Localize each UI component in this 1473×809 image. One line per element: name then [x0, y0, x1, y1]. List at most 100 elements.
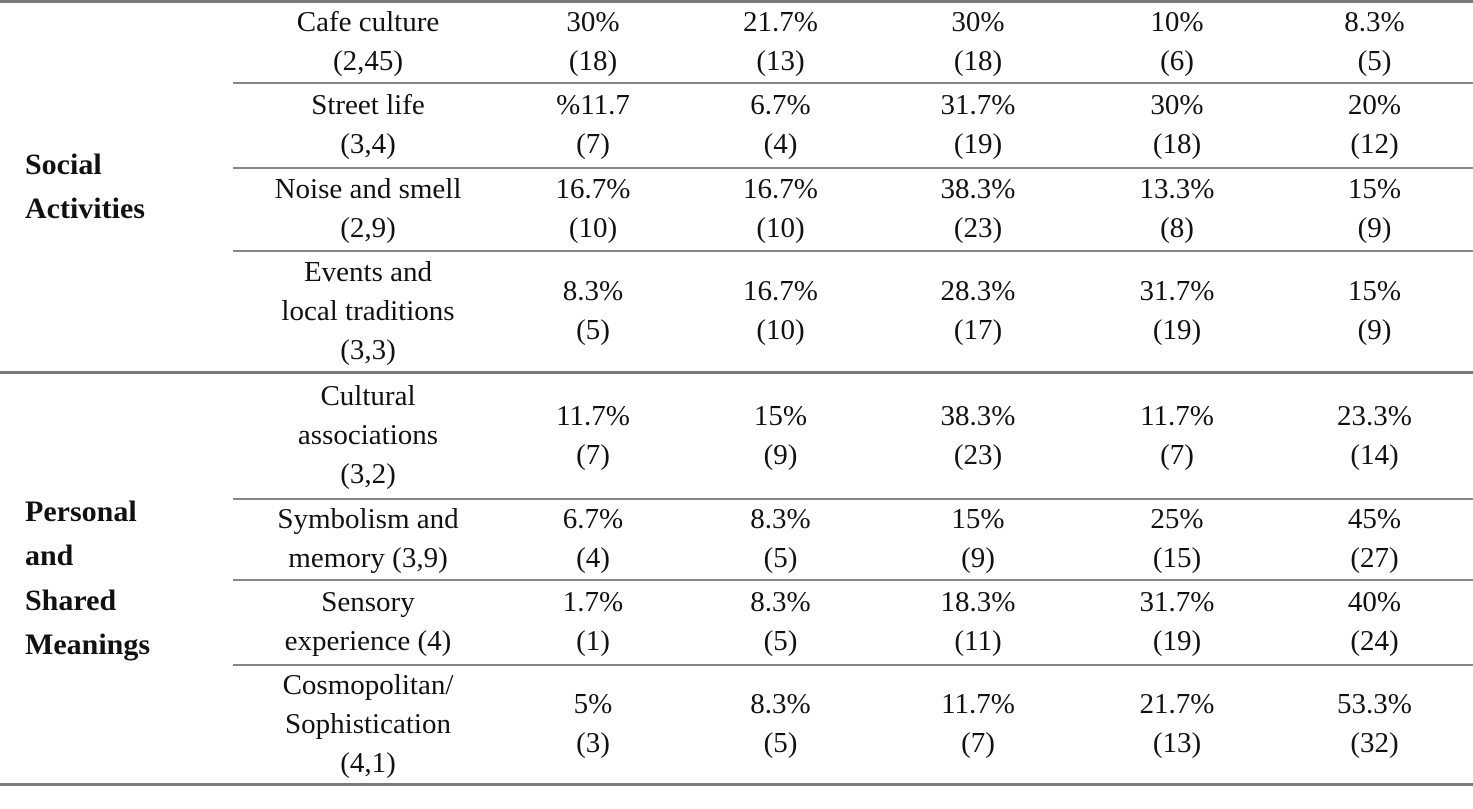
count-value: (3)	[576, 727, 610, 760]
data-cell: 11.7% (7)	[503, 372, 683, 500]
count-value: (24)	[1350, 625, 1399, 657]
count-value: (9)	[1357, 314, 1392, 347]
count-value: (8)	[1160, 212, 1194, 244]
count-value: (19)	[1152, 625, 1202, 657]
percent-value: 28.3%	[940, 275, 1016, 308]
data-cell: 20% (12)	[1276, 82, 1473, 169]
data-cell: 1.7% (1)	[503, 579, 683, 666]
percent-value: 31.7%	[940, 89, 1016, 122]
count-value: (10)	[568, 212, 618, 244]
count-value: (10)	[756, 314, 805, 347]
data-cell: 8.3% (5)	[683, 664, 878, 786]
subtheme-cell: Cafe culture (2,45)	[233, 1, 503, 84]
subtheme-cell: Cultural associations (3,2)	[233, 372, 503, 500]
count-value: (7)	[961, 727, 995, 760]
count-value: (12)	[1350, 128, 1399, 160]
data-cell: %11.7 (7)	[503, 82, 683, 169]
percent-value: 30%	[566, 6, 620, 39]
data-cell: 16.7% (10)	[683, 250, 878, 374]
data-cell: 5% (3)	[503, 664, 683, 786]
percent-value: 8.3%	[562, 275, 624, 308]
subtheme-cell: Sensory experience (4)	[233, 579, 503, 666]
data-cell: 8.3% (5)	[683, 579, 878, 666]
data-cell: 21.7% (13)	[683, 1, 878, 84]
data-cell: 16.7% (10)	[503, 167, 683, 252]
data-cell: 38.3% (23)	[878, 372, 1078, 500]
percent-value: 1.7%	[562, 586, 624, 619]
percent-value: 15%	[753, 399, 808, 432]
table-row: Events and local traditions (3,3) 8.3% (5)…	[0, 250, 1473, 374]
percent-value: 8.3%	[750, 503, 811, 536]
percent-value: 16.7%	[743, 275, 818, 308]
count-value: (15)	[1152, 542, 1202, 574]
percent-value: 21.7%	[1139, 688, 1215, 721]
category-cell: Social Activities	[0, 1, 233, 374]
data-cell: 8.3% (5)	[683, 498, 878, 581]
percent-value: 13.3%	[1139, 173, 1215, 206]
percent-value: 20%	[1347, 89, 1402, 122]
data-cell: 11.7% (7)	[1078, 372, 1276, 500]
percent-value: 21.7%	[743, 6, 818, 39]
count-value: (5)	[763, 542, 798, 574]
percent-value: 38.3%	[940, 399, 1016, 432]
subtheme-cell: Cosmopolitan/ Sophistication (4,1)	[233, 664, 503, 786]
percent-value: 23.3%	[1337, 399, 1412, 432]
table-row: Cosmopolitan/ Sophistication (4,1) 5% (3) 8…	[0, 664, 1473, 786]
count-value: (4)	[576, 542, 610, 574]
percent-value: 53.3%	[1337, 688, 1412, 721]
percent-value: 6.7%	[562, 503, 624, 536]
data-cell: 15% (9)	[1276, 167, 1473, 252]
table-body: Social Activities Cafe culture (2,45) 30% (…	[0, 1, 1473, 786]
percent-value: 45%	[1347, 503, 1402, 536]
count-value: (13)	[756, 45, 805, 78]
count-value: (5)	[763, 625, 798, 657]
subtheme-cell: Symbolism and memory (3,9)	[233, 498, 503, 581]
count-value: (9)	[1357, 212, 1392, 244]
count-value: (1)	[576, 625, 610, 657]
data-cell: 30% (18)	[503, 1, 683, 84]
count-value: (10)	[756, 212, 805, 244]
subtheme-cell: Events and local traditions (3,3)	[233, 250, 503, 374]
data-cell: 53.3% (32)	[1276, 664, 1473, 786]
percent-value: 16.7%	[555, 173, 631, 206]
percent-value: 5%	[573, 688, 613, 721]
data-cell: 8.3% (5)	[1276, 1, 1473, 84]
table-row: Social Activities Cafe culture (2,45) 30% (…	[0, 1, 1473, 374]
data-cell: 31.7% (19)	[878, 82, 1078, 169]
subtheme-cell: Noise and smell (2,9)	[233, 167, 503, 252]
count-value: (4)	[763, 128, 798, 160]
count-value: (18)	[568, 45, 618, 78]
frequency-table: Social Activities Cafe culture (2,45) 30% (…	[0, 0, 1473, 786]
percent-value: 40%	[1347, 586, 1402, 619]
count-value: (7)	[576, 438, 610, 471]
data-cell: 23.3% (14)	[1276, 372, 1473, 500]
percent-value: 11.7%	[941, 688, 1015, 721]
data-cell: 6.7% (4)	[683, 82, 878, 169]
percent-value: 31.7%	[1139, 586, 1215, 619]
count-value: (5)	[576, 314, 610, 347]
count-value: (27)	[1350, 542, 1399, 574]
table-row: Personal and Shared Meanings Cultural ass…	[0, 372, 1473, 786]
data-cell: 38.3% (23)	[878, 167, 1078, 252]
data-cell: 13.3% (8)	[1078, 167, 1276, 252]
data-cell: 8.3% (5)	[503, 250, 683, 374]
data-cell: 16.7% (10)	[683, 167, 878, 252]
percent-value: 15%	[1347, 173, 1402, 206]
table-row: Noise and smell (2,9) 16.7% (10) 16.7% (10) 3…	[0, 167, 1473, 252]
data-cell: 40% (24)	[1276, 579, 1473, 666]
count-value: (7)	[1160, 438, 1194, 471]
count-value: (5)	[1357, 45, 1392, 78]
count-value: (18)	[1152, 128, 1202, 160]
percent-value: 25%	[1150, 503, 1204, 536]
data-cell: 31.7% (19)	[1078, 579, 1276, 666]
data-cell: 11.7% (7)	[878, 664, 1078, 786]
data-cell: 25% (15)	[1078, 498, 1276, 581]
count-value: (23)	[953, 212, 1003, 244]
percent-value: 6.7%	[750, 89, 811, 122]
count-value: (13)	[1152, 727, 1202, 760]
percent-value: 8.3%	[750, 688, 811, 721]
data-cell: 31.7% (19)	[1078, 250, 1276, 374]
table-row: Sensory experience (4) 1.7% (1) 8.3% (5) 18.3…	[0, 579, 1473, 666]
count-value: (32)	[1350, 727, 1399, 760]
